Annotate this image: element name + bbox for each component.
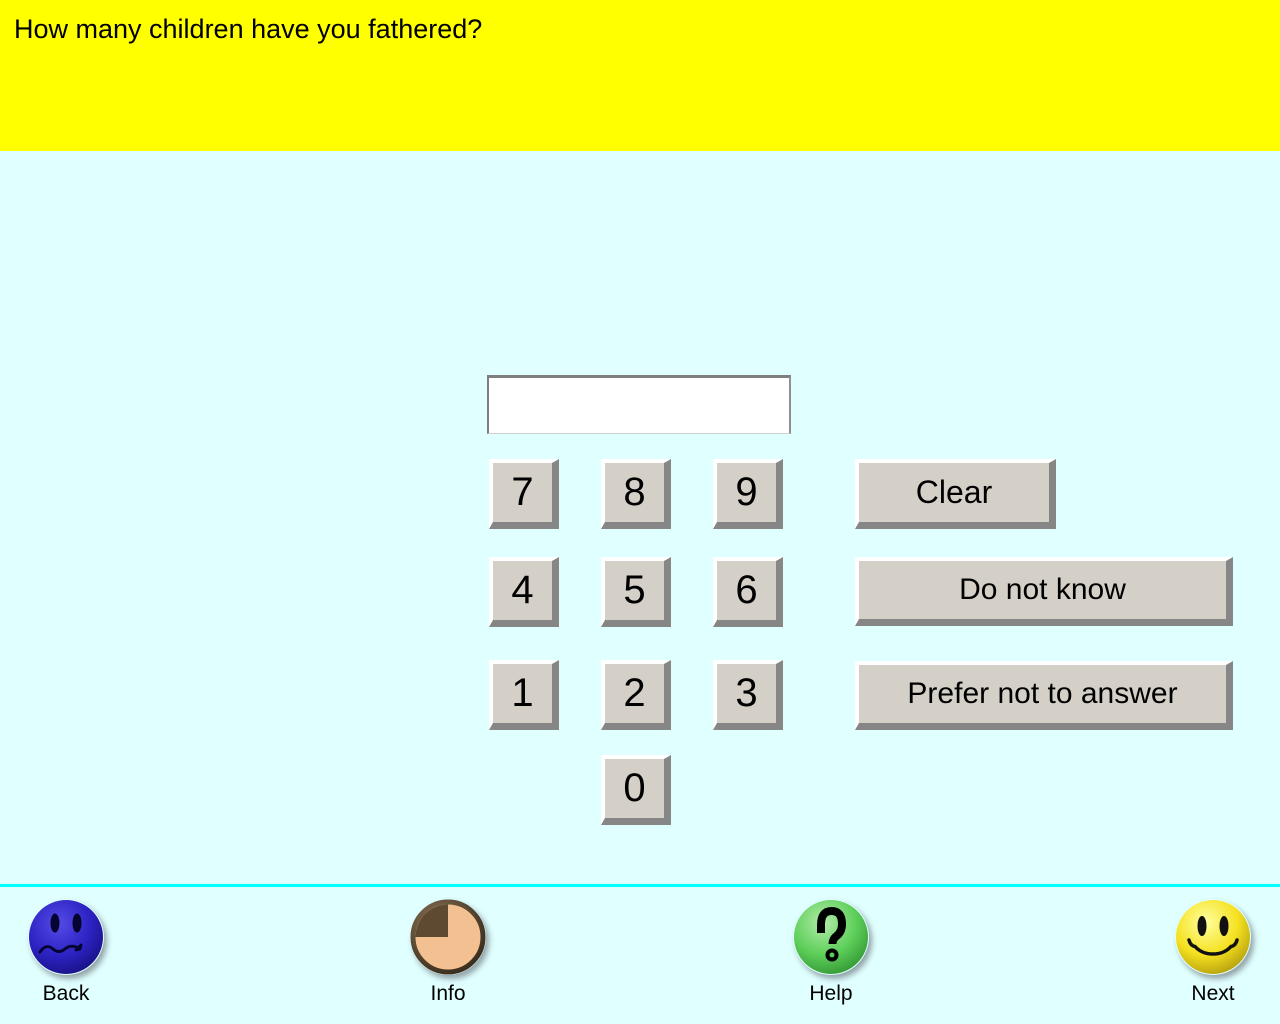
key-label: 2 [623, 671, 646, 715]
smiley-face-icon [1176, 900, 1250, 974]
keypad-button-8[interactable]: 8 [601, 459, 671, 529]
keypad-button-3[interactable]: 3 [713, 660, 783, 730]
clear-button-label: Clear [915, 474, 993, 510]
pie-chart-icon [410, 899, 486, 975]
key-label: 9 [735, 470, 758, 514]
help-button-label: Help [809, 982, 853, 1005]
back-button-label: Back [42, 982, 90, 1005]
key-label: 8 [623, 470, 646, 514]
info-button[interactable]: Info [393, 899, 503, 1006]
question-text: How many children have you fathered? [14, 14, 483, 44]
do-not-know-label: Do not know [959, 573, 1126, 606]
do-not-know-button[interactable]: Do not know [855, 557, 1233, 626]
key-label: 4 [511, 568, 534, 612]
sad-face-icon [29, 900, 103, 974]
help-button[interactable]: Help [776, 899, 886, 1006]
keypad-button-1[interactable]: 1 [489, 660, 559, 730]
keypad-button-6[interactable]: 6 [713, 557, 783, 627]
key-label: 1 [511, 671, 534, 715]
nav-divider-line [0, 884, 1280, 887]
key-label: 7 [511, 470, 534, 514]
question-banner: How many children have you fathered? [0, 0, 1280, 151]
key-label: 6 [735, 568, 758, 612]
keypad-button-9[interactable]: 9 [713, 459, 783, 529]
info-button-label: Info [430, 982, 466, 1005]
question-mark-icon [794, 900, 868, 974]
keypad-button-0[interactable]: 0 [601, 755, 671, 825]
key-label: 0 [623, 766, 646, 810]
keypad-button-2[interactable]: 2 [601, 660, 671, 730]
next-button-label: Next [1191, 982, 1235, 1005]
keypad-button-4[interactable]: 4 [489, 557, 559, 627]
keypad-button-7[interactable]: 7 [489, 459, 559, 529]
prefer-not-to-answer-button[interactable]: Prefer not to answer [855, 661, 1233, 730]
next-button[interactable]: Next [1158, 899, 1268, 1006]
clear-button[interactable]: Clear [855, 459, 1056, 529]
key-label: 5 [623, 568, 646, 612]
answer-input[interactable] [487, 375, 791, 434]
key-label: 3 [735, 671, 758, 715]
keypad-button-5[interactable]: 5 [601, 557, 671, 627]
back-button[interactable]: Back [11, 899, 121, 1006]
prefer-not-to-answer-label: Prefer not to answer [907, 677, 1178, 710]
